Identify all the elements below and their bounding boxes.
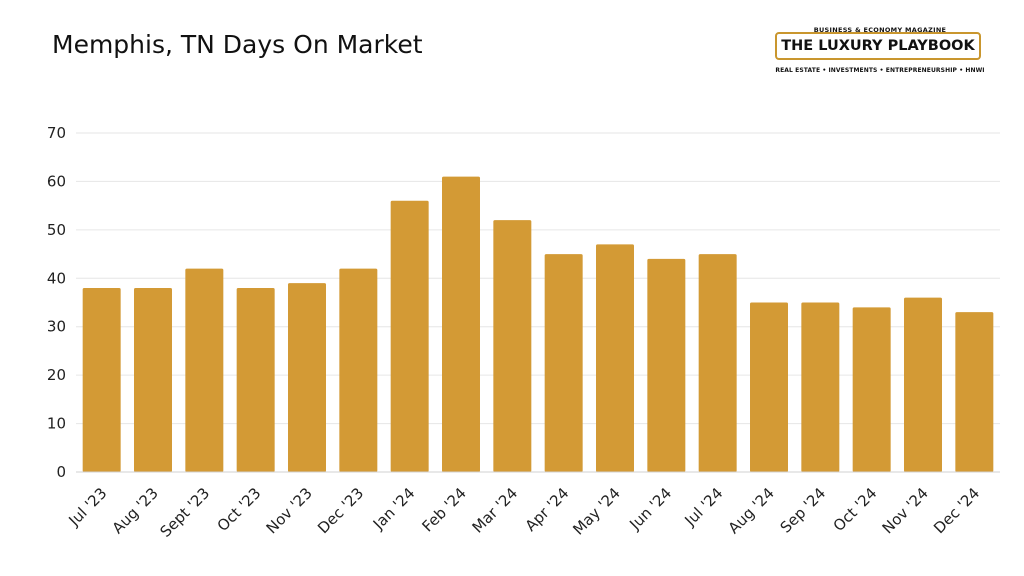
x-tick-label: Feb '24 — [419, 484, 470, 535]
x-tick-label: Jun '24 — [625, 484, 675, 534]
bar — [698, 254, 737, 472]
y-tick-label: 0 — [56, 463, 66, 481]
chart-title: Memphis, TN Days On Market — [52, 30, 423, 59]
x-tick-label: Nov '24 — [879, 484, 932, 537]
bar — [236, 287, 275, 472]
bar — [801, 302, 840, 472]
x-tick-label: Aug '23 — [109, 484, 162, 537]
x-tick-label: Oct '24 — [830, 484, 881, 535]
bar — [288, 283, 326, 472]
y-tick-label: 60 — [47, 172, 66, 190]
x-tick-label: Mar '24 — [469, 484, 522, 537]
logo-name: THE LUXURY PLAYBOOK — [781, 38, 975, 54]
x-tick-label: Jul '23 — [64, 484, 110, 530]
y-tick-label: 40 — [47, 269, 66, 287]
bar — [852, 307, 891, 472]
bar — [390, 200, 429, 473]
x-tick-label: Dec '23 — [314, 484, 367, 537]
logo-tagline: BUSINESS & ECONOMY MAGAZINE — [813, 26, 947, 34]
y-tick-label: 30 — [47, 318, 66, 336]
bar — [134, 287, 172, 472]
x-tick-label: Sep '24 — [777, 484, 830, 537]
x-tick-label: Oct '23 — [214, 484, 265, 535]
y-tick-label: 10 — [47, 415, 66, 433]
bar — [185, 268, 224, 472]
x-tick-label: Dec '24 — [930, 484, 983, 537]
x-tick-label: May '24 — [569, 484, 623, 538]
y-tick-label: 20 — [47, 366, 66, 384]
bar — [493, 220, 532, 472]
bar — [544, 254, 583, 472]
y-tick-label: 70 — [47, 124, 66, 142]
bar — [647, 258, 686, 472]
bar — [82, 287, 121, 472]
x-tick-label: Jul '24 — [680, 484, 726, 530]
y-tick-label: 50 — [47, 221, 66, 239]
bar — [955, 312, 994, 472]
y-axis: 0 10 20 30 40 50 60 70 — [47, 124, 66, 481]
grid-lines — [76, 132, 1000, 473]
logo-subtitle: REAL ESTATE • INVESTMENTS • ENTREPRENEUR… — [775, 67, 985, 74]
bar — [339, 268, 378, 472]
logo-box: THE LUXURY PLAYBOOK — [775, 32, 981, 60]
x-tick-label: Apr '24 — [522, 484, 573, 535]
bar — [596, 244, 634, 472]
bar — [442, 176, 480, 473]
bars — [82, 176, 994, 473]
bar — [904, 297, 942, 472]
x-tick-label: Jan '24 — [369, 484, 419, 534]
x-tick-label: Nov '23 — [263, 484, 316, 537]
brand-logo: BUSINESS & ECONOMY MAGAZINE THE LUXURY P… — [772, 26, 988, 82]
bar — [750, 302, 788, 472]
x-tick-label: Sept '23 — [156, 484, 213, 541]
x-tick-label: Aug '24 — [725, 484, 778, 537]
